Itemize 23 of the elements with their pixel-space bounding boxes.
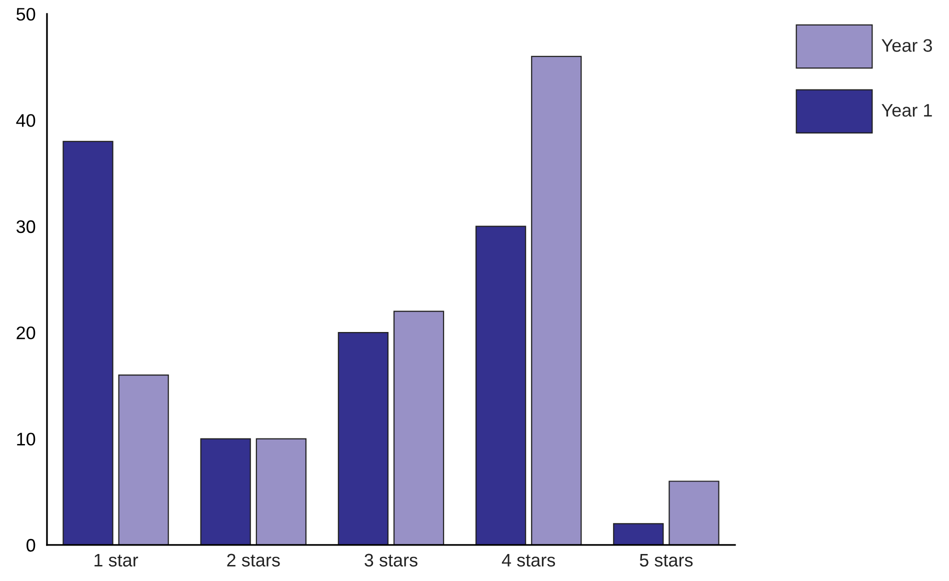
y-tick-label: 20 [16, 326, 36, 340]
bar [393, 310, 444, 545]
bar [256, 438, 307, 545]
x-tick-label: 3 stars [364, 554, 418, 567]
legend-label: Year 3 [882, 39, 932, 52]
x-tick-label: 5 stars [640, 554, 693, 567]
x-tick-label: 2 stars [227, 554, 280, 567]
x-tick-label: 1 star [94, 554, 138, 567]
bar [475, 226, 526, 545]
bar [668, 480, 720, 545]
y-tick-label: 0 [26, 538, 36, 552]
y-tick-label: 50 [16, 8, 36, 21]
bar [338, 332, 389, 545]
y-tick-label: 40 [16, 114, 36, 127]
bar [118, 374, 169, 545]
bar [62, 140, 114, 545]
legend-label: Year 1 [882, 104, 932, 117]
bar [613, 523, 664, 545]
y-tick-label: 10 [17, 432, 36, 446]
y-tick-label: 30 [16, 220, 36, 234]
bar [200, 438, 251, 545]
bar [531, 56, 582, 545]
x-tick-label: 4 stars [502, 554, 556, 567]
